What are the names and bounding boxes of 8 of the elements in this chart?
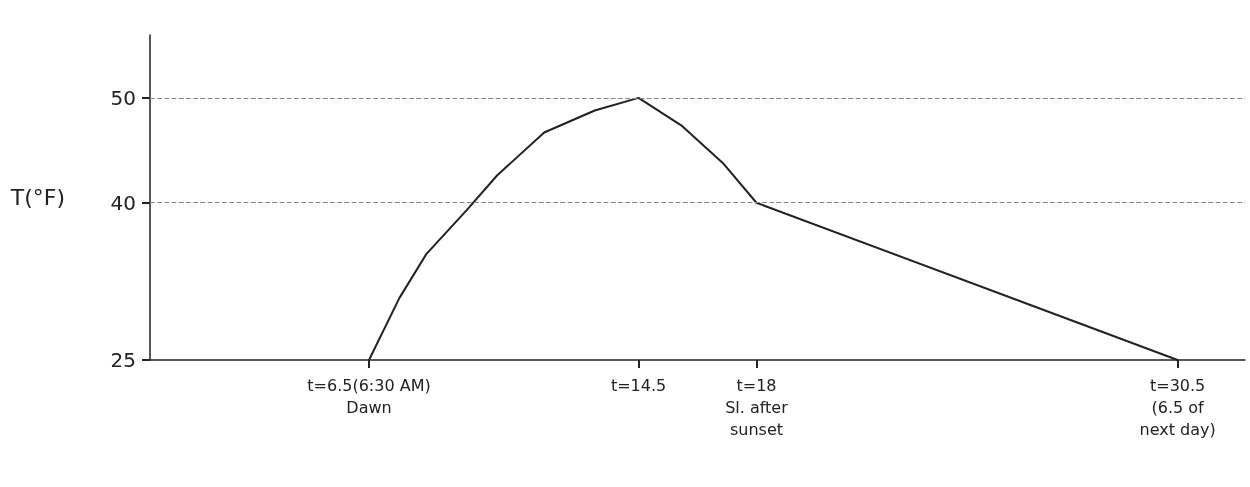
x-tick-label: t=14.5 xyxy=(610,375,667,395)
x-tick-label: t=18 Sl. after sunset xyxy=(725,375,789,439)
y-tick-label: 40 xyxy=(110,190,136,215)
x-tick-label: t=6.5(6:30 AM) Dawn xyxy=(307,375,431,417)
x-tick-label: t=30.5 (6.5 of next day) xyxy=(1139,375,1216,439)
y-axis-title: T(°F) xyxy=(9,185,65,210)
y-tick-label: 25 xyxy=(110,348,136,372)
y-tick-label: 50 xyxy=(110,85,136,110)
